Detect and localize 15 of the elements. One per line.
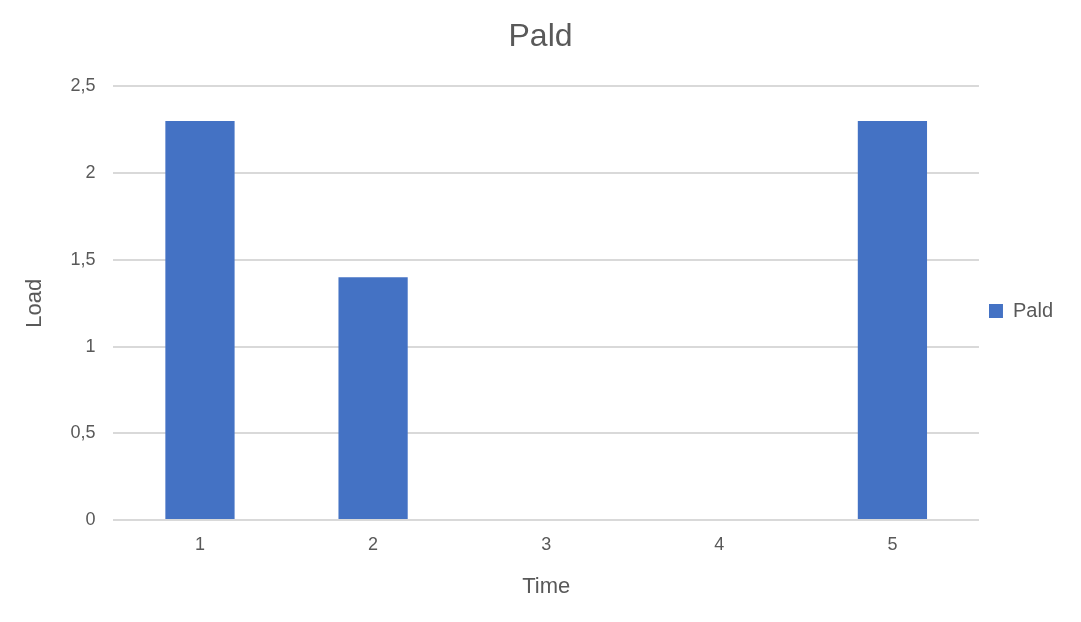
x-tick-label: 2 [368,533,379,554]
x-tick-label: 3 [541,533,552,554]
y-tick-label: 2 [85,162,96,183]
y-tick-label: 0,5 [70,422,96,443]
x-axis-title: Time [522,572,571,598]
y-axis-title: Load [21,278,47,328]
x-tick-label: 4 [714,533,725,554]
y-tick-label: 2,5 [70,75,96,96]
legend-label: Pald [1012,298,1053,321]
y-tick-label: 1 [85,335,96,356]
y-tick-label: 0 [85,508,96,529]
y-tick-label: 1,5 [70,248,96,269]
x-tick-label: 5 [887,533,898,554]
chart-title: Pald [508,17,573,54]
x-tick-label: 1 [194,533,205,554]
